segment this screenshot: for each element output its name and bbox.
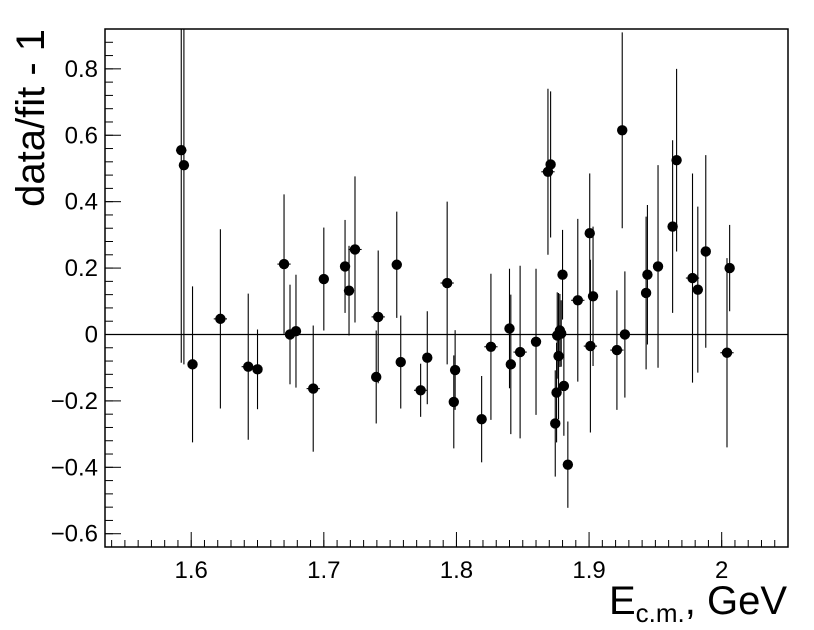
y-tick-label: 0.2 xyxy=(65,255,98,282)
data-point xyxy=(550,418,561,429)
data-point xyxy=(667,221,678,232)
x-axis-title-main: E xyxy=(609,579,636,623)
data-point xyxy=(530,336,542,347)
x-tick-label: 1.7 xyxy=(307,557,340,584)
y-tick-label: 0.6 xyxy=(65,122,98,149)
y-tick-label: −0.4 xyxy=(51,454,98,481)
y-tick-label: 0 xyxy=(85,321,98,348)
data-point xyxy=(441,277,453,289)
y-tick-label: −0.6 xyxy=(51,521,98,548)
data-point xyxy=(652,261,664,272)
data-point xyxy=(558,380,570,392)
data-point xyxy=(556,328,567,339)
data-point xyxy=(415,385,426,396)
data-point xyxy=(504,323,515,334)
data-point xyxy=(611,344,623,356)
data-point xyxy=(373,311,384,323)
data-point xyxy=(700,246,711,257)
data-point xyxy=(572,295,583,306)
data-point xyxy=(215,313,226,325)
data-point xyxy=(252,364,263,375)
data-point xyxy=(724,262,735,274)
data-point xyxy=(562,459,574,470)
data-point xyxy=(176,144,187,156)
data-point xyxy=(617,125,628,136)
data-point xyxy=(642,269,653,280)
axes: 1.6 1.7 1.8 1.9 2 −0.6 −0.4 −0.2 0 0.2 0.4 0.6 0.8 xyxy=(51,28,789,584)
x-tick-label: 1.6 xyxy=(175,557,208,584)
data-point xyxy=(692,284,704,295)
data-point xyxy=(514,346,526,358)
data-point xyxy=(339,261,351,272)
data-point xyxy=(671,154,682,166)
data-point xyxy=(585,340,596,352)
data-point xyxy=(505,359,517,370)
data-point xyxy=(308,383,319,394)
y-tick-label: 0.4 xyxy=(65,189,98,216)
data-point xyxy=(721,347,733,358)
data-point xyxy=(349,244,361,255)
data-point xyxy=(448,396,459,408)
data-point xyxy=(587,291,599,302)
data-point xyxy=(278,258,290,270)
data-point xyxy=(553,350,564,362)
x-axis-title-subscript: c.m. xyxy=(636,598,685,628)
data-point xyxy=(476,413,487,425)
y-tick-label: 0.8 xyxy=(65,56,98,83)
data-point xyxy=(187,359,198,370)
data-point xyxy=(449,364,461,376)
x-axis-title-unit: , GeV xyxy=(685,579,788,623)
plot-frame xyxy=(104,28,789,548)
x-tick-label: 1.8 xyxy=(440,557,473,584)
data-point xyxy=(640,287,652,299)
data-point xyxy=(290,325,302,337)
data-point xyxy=(557,269,568,280)
data-point xyxy=(395,356,406,368)
data-point xyxy=(687,272,698,284)
x-axis-title: Ec.m., GeV xyxy=(609,579,787,628)
data-point xyxy=(318,273,330,285)
data-point xyxy=(371,371,382,383)
x-tick-label: 1.9 xyxy=(572,557,605,584)
data-point xyxy=(391,259,402,270)
data-points xyxy=(175,29,735,508)
data-point xyxy=(619,329,631,340)
data-point xyxy=(485,341,497,352)
data-point xyxy=(584,228,595,239)
y-axis-title: data/fit - 1 xyxy=(9,29,53,207)
data-point xyxy=(178,159,190,171)
data-point xyxy=(551,387,562,398)
data-point xyxy=(343,285,355,296)
data-point xyxy=(422,352,433,363)
data-point xyxy=(243,361,254,372)
x-tick-label: 2 xyxy=(715,557,728,584)
y-tick-label: −0.2 xyxy=(51,388,98,415)
data-point xyxy=(545,159,556,170)
